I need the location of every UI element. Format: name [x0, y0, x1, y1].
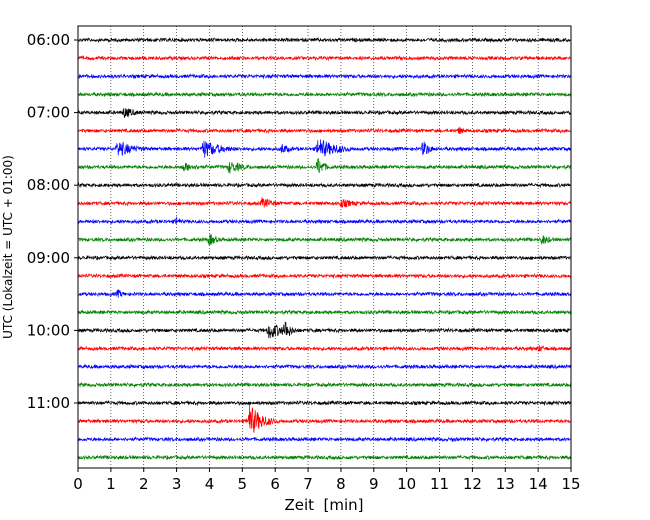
trace-line-0630 — [77, 73, 572, 80]
trace-line-1130 — [77, 436, 571, 443]
x-tick-label: 4 — [205, 475, 215, 493]
trace-line-1015 — [77, 345, 572, 352]
trace-line-1045 — [77, 381, 572, 388]
trace-line-0915 — [77, 272, 572, 280]
x-tick-label: 6 — [270, 475, 280, 493]
x-tick-label: 11 — [430, 475, 449, 493]
x-tick-label: 15 — [561, 475, 580, 493]
x-tick-label: 10 — [397, 475, 416, 493]
x-axis-ticks: 0 1 2 3 4 5 6 7 8 9 10 11 12 13 14 15 — [73, 468, 581, 493]
trace-line-0930 — [77, 289, 572, 298]
trace-line-1100 — [77, 399, 572, 407]
x-tick-label: 12 — [463, 475, 482, 493]
y-tick-label: 10:00 — [27, 321, 70, 339]
x-tick-label: 14 — [529, 475, 548, 493]
trace-line-0745 — [77, 158, 572, 174]
trace-line-0730 — [77, 139, 572, 158]
x-tick-label: 7 — [303, 475, 313, 493]
y-axis-label: UTC (Lokalzeit = UTC + 01:00) — [1, 155, 15, 339]
y-tick-label: 07:00 — [27, 104, 70, 122]
x-tick-label: 2 — [139, 475, 149, 493]
trace-line-1145 — [77, 454, 572, 461]
y-tick-label: 11:00 — [27, 394, 70, 412]
trace-line-0645 — [77, 91, 572, 98]
plot-frame — [77, 25, 572, 469]
x-tick-label: 8 — [336, 475, 346, 493]
y-axis-ticks: 06:00 07:00 08:00 09:00 10:00 11:00 — [27, 31, 78, 412]
trace-line-0945 — [77, 309, 572, 316]
x-tick-label: 5 — [238, 475, 248, 493]
trace-line-0815 — [77, 197, 572, 208]
trace-line-0615 — [77, 55, 571, 62]
x-tick-label: 13 — [496, 475, 515, 493]
x-axis-label: Zeit [min] — [284, 496, 363, 514]
trace-line-1000 — [77, 321, 572, 339]
trace-line-0700 — [77, 107, 572, 119]
y-tick-label: 09:00 — [27, 249, 70, 267]
trace-line-1115 — [77, 404, 571, 434]
trace-line-0715 — [77, 126, 571, 135]
trace-line-0830 — [77, 216, 572, 225]
y-tick-label: 08:00 — [27, 176, 70, 194]
y-tick-label: 06:00 — [27, 31, 70, 49]
x-tick-label: 3 — [172, 475, 182, 493]
x-tick-label: 1 — [106, 475, 116, 493]
trace-line-0800 — [77, 182, 572, 189]
seismic-traces — [77, 37, 572, 461]
trace-line-0900 — [77, 254, 572, 262]
x-tick-label: 0 — [73, 475, 83, 493]
trace-line-0600 — [77, 37, 571, 44]
trace-line-1030 — [77, 363, 572, 370]
trace-line-0845 — [77, 234, 572, 246]
x-tick-label: 9 — [369, 475, 379, 493]
